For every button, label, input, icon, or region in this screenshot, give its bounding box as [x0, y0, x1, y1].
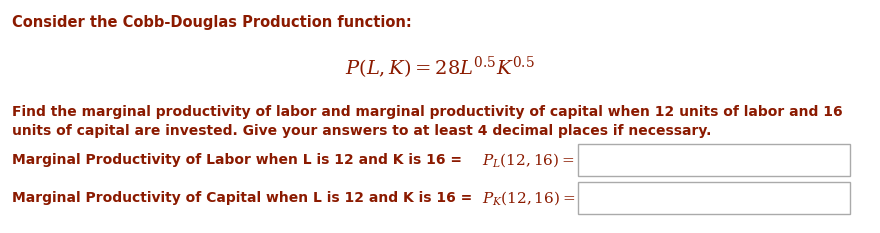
Text: $P_L(12, 16) =$: $P_L(12, 16) =$	[482, 151, 575, 169]
Text: $P_K(12, 16) =$: $P_K(12, 16) =$	[482, 189, 576, 207]
Text: Consider the Cobb-Douglas Production function:: Consider the Cobb-Douglas Production fun…	[12, 15, 412, 30]
Text: Marginal Productivity of Labor when L is 12 and K is 16 =: Marginal Productivity of Labor when L is…	[12, 153, 467, 167]
Text: Marginal Productivity of Capital when L is 12 and K is 16 =: Marginal Productivity of Capital when L …	[12, 191, 477, 205]
FancyBboxPatch shape	[578, 144, 850, 176]
FancyBboxPatch shape	[578, 182, 850, 214]
Text: Find the marginal productivity of labor and marginal productivity of capital whe: Find the marginal productivity of labor …	[12, 105, 843, 138]
Text: $P(L, K) = 28L^{0.5}K^{0.5}$: $P(L, K) = 28L^{0.5}K^{0.5}$	[345, 55, 535, 81]
